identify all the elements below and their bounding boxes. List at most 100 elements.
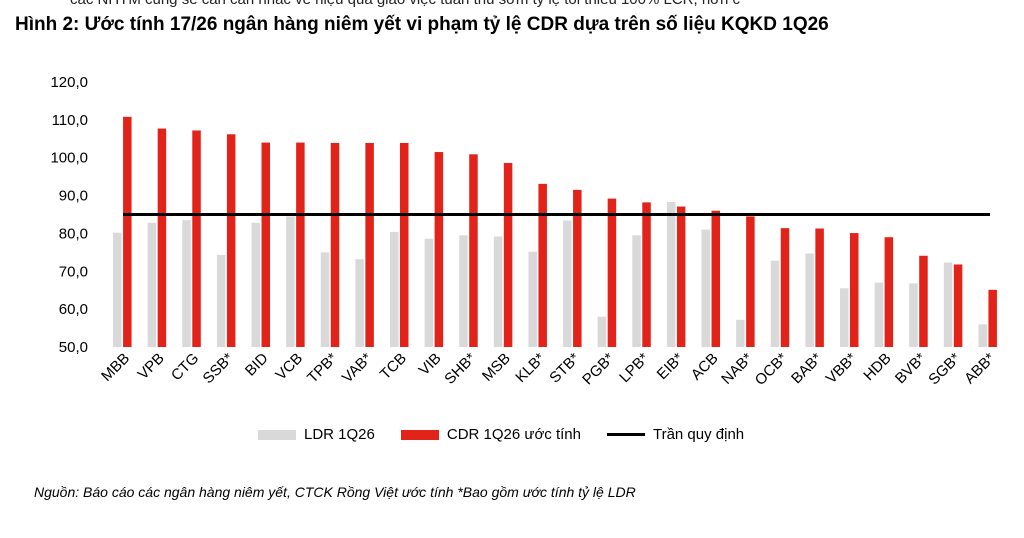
cdr-bar <box>884 237 894 347</box>
x-tick-label: NAB* <box>718 350 756 388</box>
cdr-bar <box>399 142 409 347</box>
ldr-bar <box>389 231 399 347</box>
x-tick-label: VPB <box>135 350 168 383</box>
ldr-bar <box>528 251 537 347</box>
y-tick-label: 110,0 <box>52 112 88 129</box>
y-tick-label: 60,0 <box>59 301 88 318</box>
x-tick-label: LPB* <box>616 350 652 386</box>
legend-item-threshold: Trần quy định <box>606 426 745 443</box>
cdr-bar <box>538 183 547 347</box>
cdr-bar <box>780 228 790 347</box>
cdr-bar <box>365 142 374 347</box>
ldr-bar <box>286 216 295 347</box>
ldr-bar <box>355 259 364 347</box>
x-tick-label: OCB* <box>752 350 791 389</box>
x-tick-label: EIB* <box>654 350 687 383</box>
x-tick-label: SGB* <box>925 350 964 389</box>
x-tick-label: MSB <box>479 350 514 385</box>
cdr-bar <box>434 152 444 347</box>
cdr-bar <box>919 255 928 347</box>
legend-label-ldr: LDR 1Q26 <box>304 426 375 443</box>
ldr-bar <box>978 324 987 347</box>
ldr-bar <box>909 283 918 347</box>
x-tick-label: TCB <box>377 350 410 383</box>
y-tick-label: 70,0 <box>59 263 88 280</box>
y-tick-label: 80,0 <box>59 225 88 242</box>
x-tick-label: SHB* <box>441 350 479 388</box>
cdr-bar <box>746 216 755 347</box>
x-tick-label: TPB* <box>304 350 341 387</box>
ldr-bar <box>943 262 953 347</box>
figure-title: Hình 2: Ước tính 17/26 ngân hàng niêm yế… <box>15 14 829 35</box>
cdr-bar <box>123 116 132 347</box>
ldr-bar <box>597 316 607 347</box>
cdr-bar <box>953 264 963 347</box>
ldr-bar <box>147 222 157 347</box>
ldr-bar <box>736 319 745 347</box>
x-tick-label: CTG <box>168 350 202 384</box>
x-tick-label: BVB* <box>892 350 929 387</box>
cdr-bar <box>607 198 617 347</box>
x-tick-label: VIB <box>416 350 445 379</box>
x-tick-label: MBB <box>98 350 133 385</box>
cdr-bar <box>573 189 582 347</box>
ldr-bar <box>563 220 572 347</box>
cdr-bar <box>642 202 651 347</box>
legend-swatch-ldr <box>258 429 296 440</box>
legend-label-threshold: Trần quy định <box>652 426 745 443</box>
x-tick-label: BAB* <box>788 350 825 387</box>
cdr-bar <box>157 128 167 347</box>
x-tick-label: VCB <box>272 350 306 384</box>
ldr-bar <box>182 220 191 347</box>
y-tick-label: 50,0 <box>59 339 88 356</box>
cdr-bar <box>192 130 201 347</box>
ldr-bar <box>839 288 849 347</box>
x-tick-label: ABB* <box>961 350 998 387</box>
legend-swatch-cdr <box>400 429 439 440</box>
source-note: Nguồn: Báo cáo các ngân hàng niêm yết, C… <box>34 484 636 500</box>
ldr-bar <box>493 236 503 347</box>
x-tick-label: VAB* <box>339 350 376 387</box>
legend-label-cdr: CDR 1Q26 ước tính <box>446 426 581 443</box>
x-tick-label: STB* <box>546 350 583 387</box>
legend-swatch-threshold <box>606 433 645 436</box>
bar-chart: 120,0 110,0 100,0 90,0 80,0 70,0 60,0 50,0 MBB VP… <box>50 74 998 389</box>
cdr-bar <box>469 154 478 347</box>
ldr-bar <box>320 252 330 347</box>
x-tick-label: BID <box>242 350 272 380</box>
x-tick-label: ACB <box>688 350 722 384</box>
legend-item-cdr: CDR 1Q26 ước tính <box>400 426 581 443</box>
legend-item-ldr: LDR 1Q26 <box>258 426 375 443</box>
y-tick-label: 120,0 <box>50 74 88 91</box>
x-tick-label: PGB* <box>579 350 618 389</box>
ldr-bar <box>632 235 641 347</box>
ldr-bar <box>805 253 814 347</box>
ldr-bar <box>701 229 711 347</box>
x-tick-label: HDB <box>860 350 894 384</box>
ldr-bar <box>459 235 468 347</box>
cdr-bar <box>815 228 824 347</box>
x-tick-label: KLB* <box>512 350 548 386</box>
cdr-bar <box>711 210 721 347</box>
x-tick-label: SSB* <box>200 350 237 387</box>
x-tick-label: VBB* <box>823 350 860 387</box>
cdr-bar <box>226 134 236 347</box>
ldr-bar <box>770 260 780 347</box>
ldr-bar <box>113 232 122 347</box>
ldr-bar <box>874 282 884 347</box>
cdr-bar <box>261 142 271 347</box>
ldr-bar <box>666 202 676 347</box>
chart-legend: LDR 1Q26 CDR 1Q26 ước tính Trần quy định <box>258 426 770 443</box>
cdr-bar <box>849 233 859 347</box>
ldr-bar <box>424 238 434 347</box>
cdr-bar <box>330 142 340 347</box>
cut-off-paragraph-text: các NHTM cũng sẽ cần cân nhắc về hiệu qu… <box>70 0 740 8</box>
ldr-bar <box>216 255 226 347</box>
cdr-bar <box>676 206 686 347</box>
cdr-bar <box>988 289 997 347</box>
cdr-bar <box>503 163 513 347</box>
y-tick-label: 90,0 <box>59 188 88 205</box>
ldr-bar <box>251 222 261 347</box>
y-tick-label: 100,0 <box>50 150 88 167</box>
cdr-bar <box>296 142 305 347</box>
